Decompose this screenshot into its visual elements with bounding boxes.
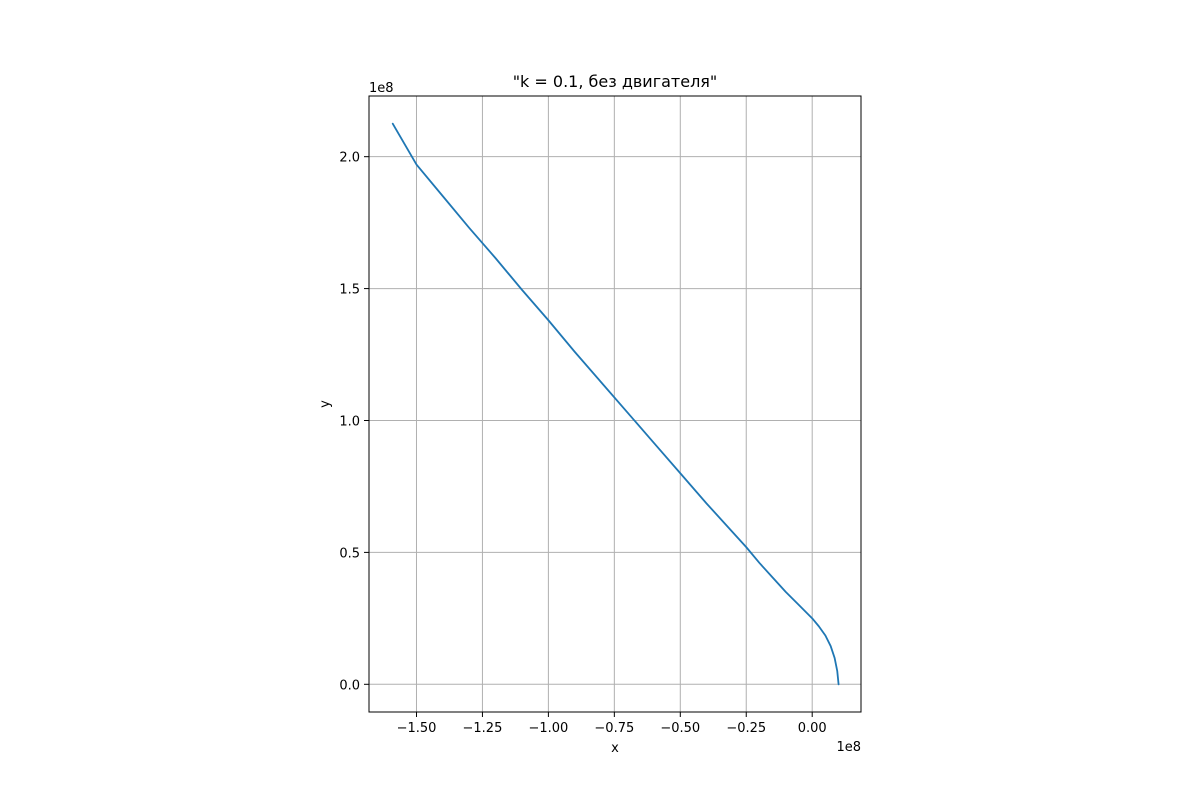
- grid: [369, 96, 861, 712]
- plot-frame: [368, 95, 862, 713]
- series-layer: [391, 122, 840, 686]
- x-tick-label: −1.25: [463, 721, 503, 736]
- series-line-0: [391, 122, 840, 686]
- y-tick-label: 0.0: [339, 678, 360, 693]
- x-tick-label: −0.25: [726, 721, 766, 736]
- x-tick-label: −1.00: [528, 721, 568, 736]
- chart-title: "k = 0.1, без двигателя": [513, 72, 718, 91]
- y-tick-label: 0.5: [339, 546, 360, 561]
- y-axis-offset-label: 1e8: [369, 81, 394, 96]
- x-axis-label: x: [611, 741, 619, 756]
- y-axis-label: y: [318, 400, 333, 408]
- x-tick-label: −1.50: [397, 721, 437, 736]
- y-tick-label: 1.5: [339, 283, 360, 298]
- y-tick-label: 1.0: [339, 414, 360, 429]
- x-tick-label: −0.75: [594, 721, 634, 736]
- x-tick-label: −0.50: [660, 721, 700, 736]
- ticks: −1.50 −1.25 −1.00 −0.75 −0.50 −0.25 0.00 0.0 0.5…: [339, 151, 826, 736]
- x-axis-offset-label: 1e8: [836, 740, 861, 755]
- y-tick-label: 2.0: [339, 151, 360, 166]
- x-tick-label: 0.00: [798, 721, 827, 736]
